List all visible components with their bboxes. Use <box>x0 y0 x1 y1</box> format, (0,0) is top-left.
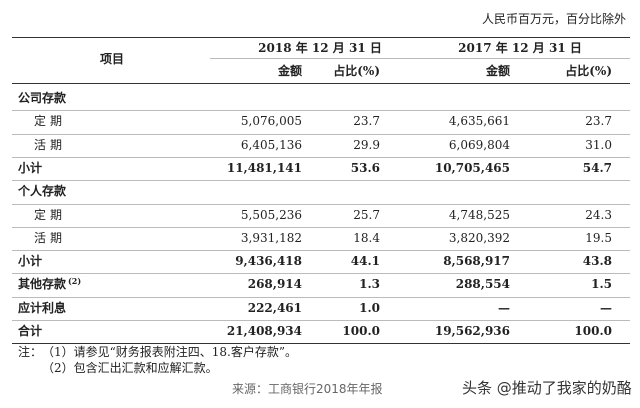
cell: — <box>498 300 510 315</box>
period-header: 2017 年 12 月 31 日 <box>458 41 582 55</box>
row-label: 定期 <box>34 114 67 129</box>
cell: 19,562,936 <box>434 324 510 338</box>
cell: 4,748,525 <box>448 207 510 222</box>
rule <box>12 83 630 84</box>
row-label: 小计 <box>18 160 43 175</box>
cell: 9,436,418 <box>235 254 302 269</box>
cell: 25.7 <box>353 207 380 222</box>
cell: 5,505,236 <box>240 207 302 222</box>
rule <box>12 226 630 228</box>
cell: 54.7 <box>582 160 612 175</box>
cell: 44.1 <box>350 254 380 269</box>
row-label: 其他存款 <box>18 277 67 292</box>
rule <box>12 156 630 158</box>
column-header: 金额 <box>485 64 510 78</box>
cell: 31.0 <box>585 137 612 152</box>
watermark: 头条 @推动了我家的奶酪 <box>462 379 632 397</box>
rule <box>12 37 630 38</box>
row-label: 定期 <box>34 207 67 222</box>
cell: 4,635,661 <box>448 114 510 129</box>
rule <box>12 320 630 321</box>
cell: 53.6 <box>350 160 380 175</box>
cell: 100.0 <box>342 324 380 338</box>
rule <box>12 296 630 298</box>
item-header: 项目 <box>100 52 125 66</box>
rule <box>210 58 630 59</box>
cell: — <box>600 300 612 315</box>
rule <box>12 180 630 182</box>
rule <box>12 250 630 252</box>
cell: 1.0 <box>359 300 380 315</box>
row-label: 公司存款 <box>18 91 67 105</box>
cell: 10,705,465 <box>434 160 510 175</box>
row-label: 应计利息 <box>18 300 67 315</box>
cell: 6,405,136 <box>240 137 302 152</box>
row-label: 小计 <box>18 254 43 269</box>
rule <box>12 110 630 112</box>
cell: 268,914 <box>247 277 302 292</box>
cell: 5,076,005 <box>240 114 302 129</box>
row-label: 合计 <box>18 324 43 338</box>
cell: 24.3 <box>585 207 612 222</box>
cell: 29.9 <box>353 137 380 152</box>
cell: 8,568,917 <box>443 254 510 269</box>
cell: 18.4 <box>353 230 380 245</box>
note: （1）请参见“财务报表附注四、18.客户存款”。 <box>42 345 297 359</box>
footnote-mark: (2) <box>68 276 82 287</box>
cell: 100.0 <box>574 324 612 338</box>
rule <box>12 203 630 205</box>
row-label-note: (2) <box>68 274 81 292</box>
cell: 1.3 <box>359 277 380 292</box>
rule <box>12 273 630 275</box>
cell: 288,554 <box>455 277 510 292</box>
column-header: 占比(%) <box>565 64 612 78</box>
row-label: 活期 <box>34 230 67 245</box>
cell: 11,481,141 <box>226 160 302 175</box>
cell: 1.5 <box>591 277 612 292</box>
row-label: 个人存款 <box>18 184 67 199</box>
note: （2）包含汇出汇款和应解汇款。 <box>42 361 218 375</box>
cell: 43.8 <box>582 254 612 269</box>
source: 来源：工商银行2018年年报 <box>232 382 383 396</box>
column-header: 金额 <box>277 64 302 78</box>
cell: 23.7 <box>585 114 612 129</box>
cell: 3,931,182 <box>240 230 302 245</box>
cell: 23.7 <box>353 114 380 129</box>
cell: 19.5 <box>585 230 612 245</box>
rule <box>12 133 630 135</box>
rule <box>12 343 630 345</box>
unit-note: 人民币百万元，百分比除外 <box>481 12 626 26</box>
row-label: 活期 <box>34 137 67 152</box>
cell: 222,461 <box>247 300 302 315</box>
column-header: 占比(%) <box>333 64 380 78</box>
cell: 6,069,804 <box>448 137 510 152</box>
cell: 3,820,392 <box>448 230 510 245</box>
cell: 21,408,934 <box>226 324 302 338</box>
period-header: 2018 年 12 月 31 日 <box>258 41 382 55</box>
note-prefix: 注： <box>18 345 43 359</box>
